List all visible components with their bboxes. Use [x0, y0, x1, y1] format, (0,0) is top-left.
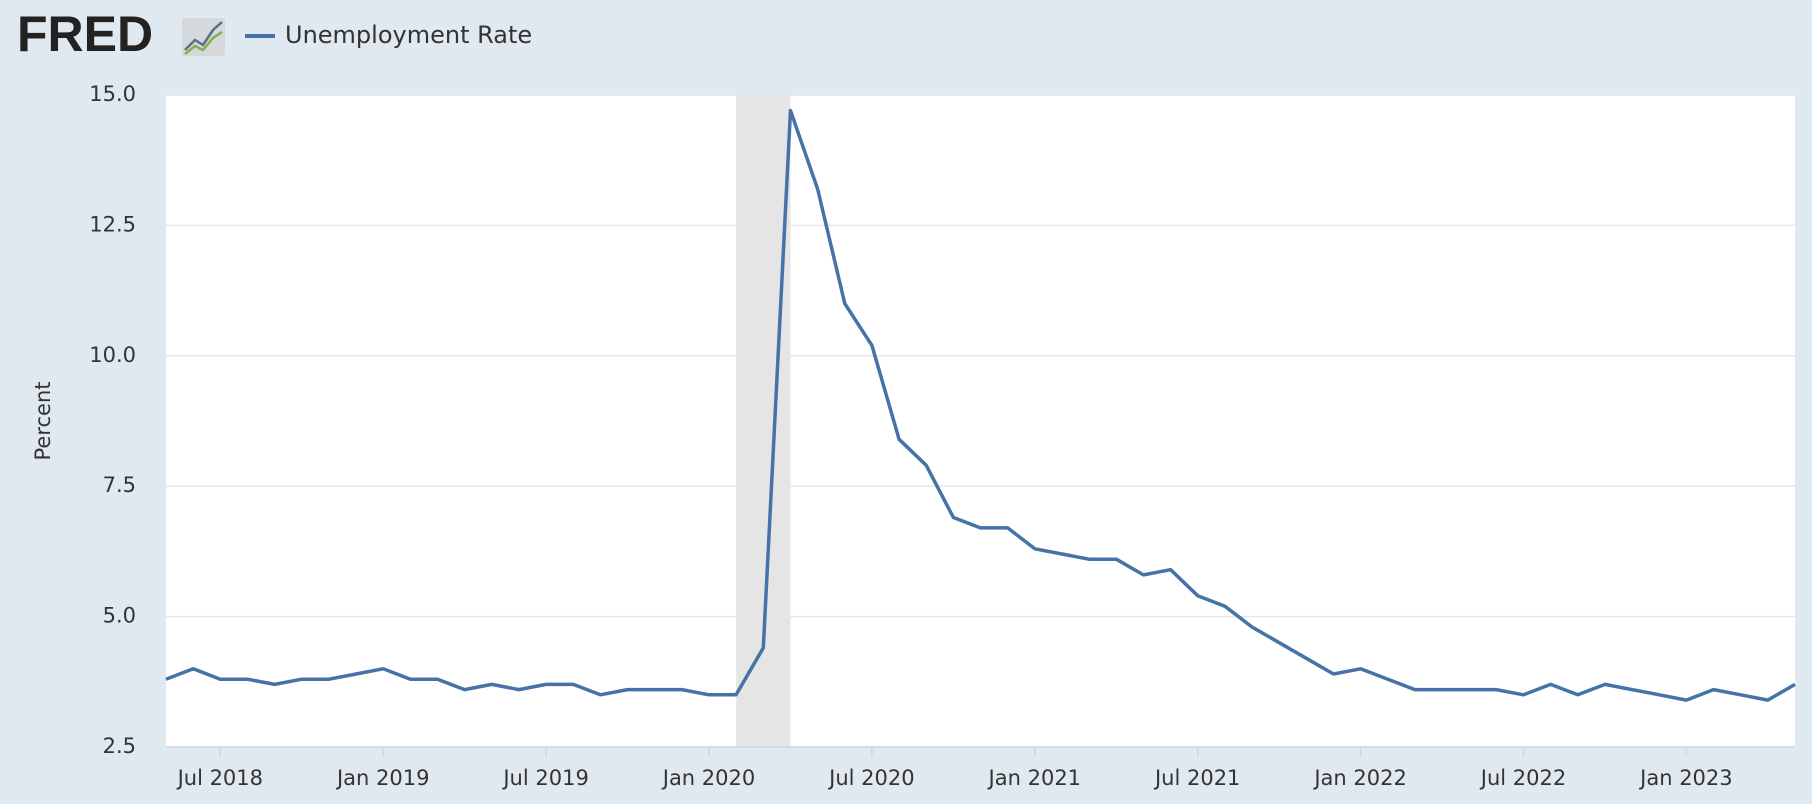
- y-tick-label: 7.5: [103, 473, 136, 497]
- y-tick-label: 2.5: [103, 734, 136, 758]
- x-tick-label: Jan 2021: [987, 766, 1082, 790]
- x-tick-label: Jul 2018: [176, 766, 263, 790]
- y-tick-label: 15.0: [89, 82, 136, 106]
- x-tick-label: Jul 2021: [1153, 766, 1240, 790]
- x-tick-label: Jul 2022: [1479, 766, 1566, 790]
- y-tick-label: 5.0: [103, 604, 136, 628]
- x-tick-label: Jan 2019: [335, 766, 430, 790]
- x-tick-label: Jul 2020: [827, 766, 914, 790]
- plot-area: [166, 95, 1795, 747]
- data-line: [165, 108, 1796, 702]
- y-axis-label: Percent: [31, 381, 55, 460]
- logo: FRED: [17, 6, 153, 62]
- x-tick-label: Jul 2019: [501, 766, 588, 790]
- x-tick-label: Jan 2022: [1312, 766, 1407, 790]
- y-tick-label: 10.0: [89, 343, 136, 367]
- legend-label: Unemployment Rate: [285, 21, 532, 49]
- x-tick-label: Jan 2023: [1638, 766, 1733, 790]
- y-tick-label: 12.5: [89, 212, 136, 236]
- x-tick-label: Jan 2020: [661, 766, 756, 790]
- logo-icon: [182, 18, 225, 56]
